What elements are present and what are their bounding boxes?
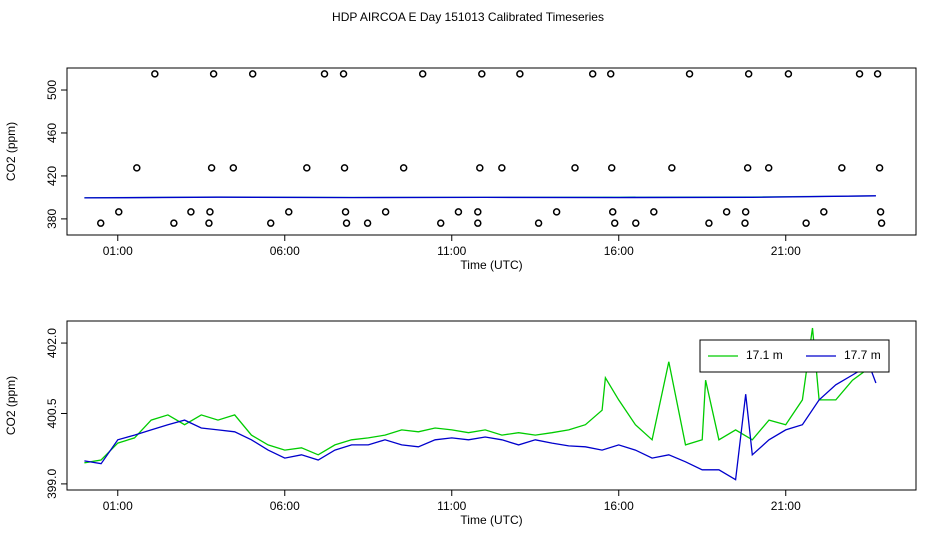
y-tick-label: 399.0 (45, 469, 59, 499)
y-axis-label: CO2 (ppm) (4, 376, 18, 435)
y-tick-label: 460 (45, 123, 59, 143)
point (650, 208, 658, 216)
point (498, 164, 506, 172)
point (381, 208, 390, 216)
x-tick-label: 21:00 (771, 499, 801, 513)
point (722, 208, 731, 216)
y-tick-label: 402.0 (45, 328, 59, 358)
point (207, 164, 216, 172)
x-tick-label: 16:00 (604, 499, 634, 513)
point (743, 164, 752, 172)
point (608, 208, 617, 216)
x-axis-label: Time (UTC) (460, 258, 522, 272)
point (115, 208, 123, 216)
point (266, 219, 275, 227)
point (320, 70, 329, 78)
point (876, 208, 885, 216)
y-tick-label: 420 (45, 166, 59, 186)
x-tick-label: 06:00 (270, 244, 300, 258)
point (96, 219, 105, 227)
point (285, 208, 293, 216)
y-tick-label: 380 (45, 209, 59, 229)
point (741, 208, 750, 216)
point (588, 70, 597, 78)
point (187, 208, 195, 216)
point (855, 70, 864, 78)
point (418, 70, 427, 78)
point (516, 70, 524, 78)
point (606, 70, 615, 78)
chart-title: HDP AIRCOA E Day 151013 Calibrated Times… (332, 10, 604, 24)
x-tick-label: 21:00 (771, 244, 801, 258)
plot-frame (66, 67, 917, 236)
point (303, 164, 311, 172)
point (341, 208, 350, 216)
point (741, 219, 749, 227)
y-tick-label: 400.5 (45, 398, 59, 428)
x-tick-label: 01:00 (103, 499, 133, 513)
point (478, 70, 486, 78)
point (744, 70, 753, 78)
x-axis-label: Time (UTC) (460, 513, 522, 527)
point (875, 164, 884, 172)
point (802, 219, 810, 227)
point (610, 219, 619, 227)
point (784, 70, 793, 78)
plot-frame (66, 320, 917, 491)
point (764, 164, 773, 172)
point (668, 164, 676, 172)
point (339, 70, 348, 78)
point (340, 164, 349, 172)
point (342, 219, 351, 227)
point (534, 219, 543, 227)
point (820, 208, 828, 216)
point (205, 219, 213, 227)
point (877, 219, 886, 227)
series-line (84, 195, 876, 199)
y-axis-label: CO2 (ppm) (4, 122, 18, 181)
point (476, 164, 484, 172)
point (170, 219, 178, 227)
point (474, 219, 482, 227)
point (363, 219, 372, 227)
point (632, 219, 640, 227)
point (607, 164, 616, 172)
x-tick-label: 01:00 (103, 244, 133, 258)
series-line (84, 327, 877, 464)
point (436, 219, 445, 227)
y-tick-label: 500 (45, 80, 59, 100)
point (873, 70, 882, 78)
point (206, 208, 214, 216)
point (705, 219, 713, 227)
x-tick-label: 06:00 (270, 499, 300, 513)
x-tick-label: 16:00 (604, 244, 634, 258)
point (229, 164, 238, 172)
point (248, 70, 257, 78)
point (151, 70, 159, 78)
point (552, 208, 561, 216)
point (474, 208, 482, 216)
x-tick-label: 11:00 (437, 244, 466, 258)
point (571, 164, 579, 172)
point (685, 70, 694, 78)
point (209, 70, 218, 78)
point (133, 164, 141, 172)
point (454, 208, 463, 216)
point (838, 164, 846, 172)
point (399, 164, 408, 172)
x-tick-label: 11:00 (437, 499, 466, 513)
legend-label: 17.1 m (746, 348, 783, 362)
legend-label: 17.7 m (844, 348, 881, 362)
series-line (84, 364, 877, 481)
